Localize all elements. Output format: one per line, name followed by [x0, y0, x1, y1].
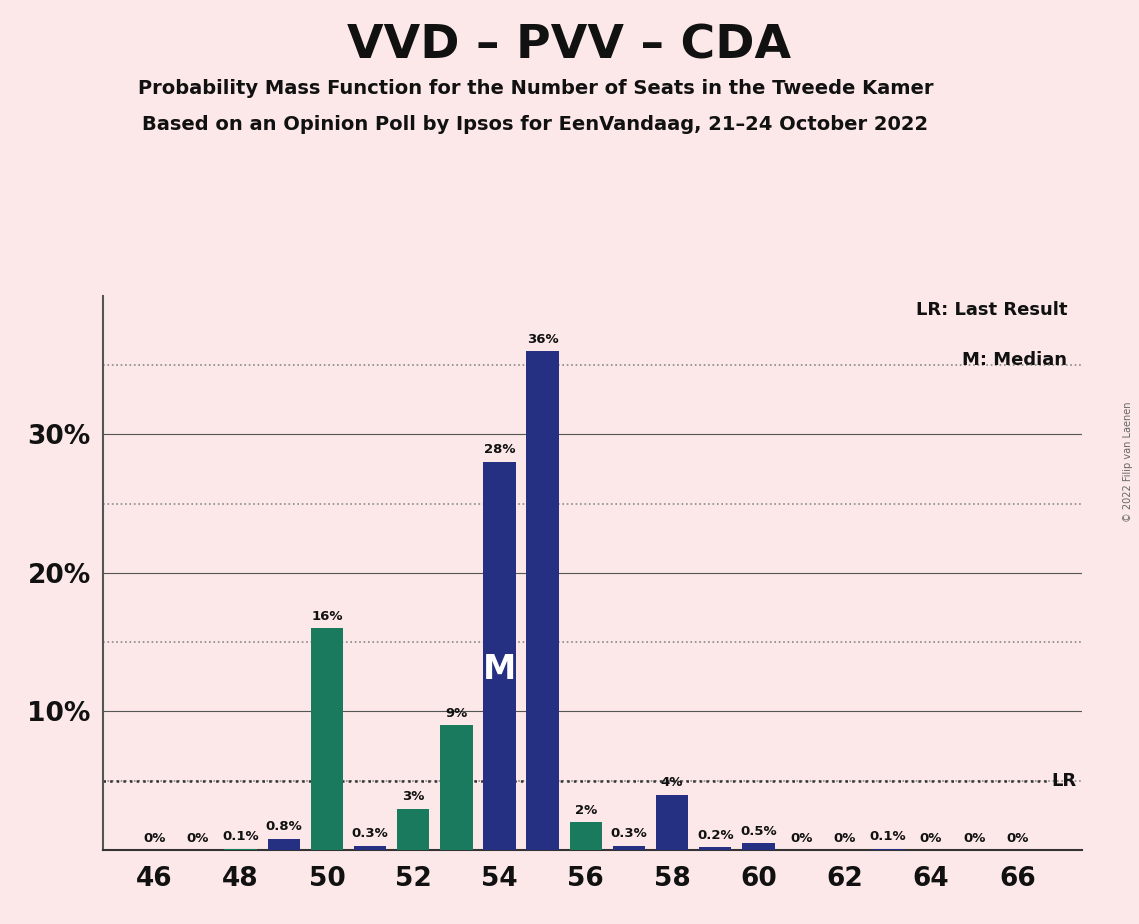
Text: 0.3%: 0.3%	[352, 827, 388, 841]
Text: Based on an Opinion Poll by Ipsos for EenVandaag, 21–24 October 2022: Based on an Opinion Poll by Ipsos for Ee…	[142, 116, 928, 135]
Text: 0%: 0%	[920, 832, 942, 845]
Text: 0%: 0%	[834, 832, 855, 845]
Text: 0.1%: 0.1%	[222, 830, 259, 843]
Text: 0%: 0%	[187, 832, 208, 845]
Bar	[743, 843, 775, 850]
Text: 28%: 28%	[484, 444, 515, 456]
Bar	[483, 462, 516, 850]
Bar	[656, 795, 688, 850]
Bar	[354, 846, 386, 850]
Bar	[311, 628, 343, 850]
Text: 0.3%: 0.3%	[611, 827, 647, 841]
Text: LR: LR	[1051, 772, 1077, 790]
Bar	[440, 725, 473, 850]
Text: 0%: 0%	[144, 832, 165, 845]
Text: 36%: 36%	[527, 333, 558, 346]
Bar	[871, 848, 904, 850]
Bar	[699, 847, 731, 850]
Text: 0%: 0%	[790, 832, 813, 845]
Bar	[526, 351, 559, 850]
Text: 0.2%: 0.2%	[697, 829, 734, 842]
Text: 4%: 4%	[661, 776, 683, 789]
Text: 3%: 3%	[402, 790, 425, 803]
Bar	[570, 822, 603, 850]
Text: 0%: 0%	[962, 832, 985, 845]
Text: VVD – PVV – CDA: VVD – PVV – CDA	[347, 23, 792, 68]
Text: 16%: 16%	[311, 610, 343, 623]
Bar	[613, 846, 645, 850]
Text: M: M	[483, 653, 516, 687]
Text: 0.8%: 0.8%	[265, 821, 302, 833]
Text: LR: Last Result: LR: Last Result	[916, 301, 1067, 319]
Text: M: Median: M: Median	[962, 351, 1067, 369]
Text: © 2022 Filip van Laenen: © 2022 Filip van Laenen	[1123, 402, 1133, 522]
Bar	[268, 839, 300, 850]
Text: 0.5%: 0.5%	[740, 824, 777, 837]
Text: 0.1%: 0.1%	[869, 830, 907, 843]
Text: 2%: 2%	[575, 804, 597, 817]
Text: Probability Mass Function for the Number of Seats in the Tweede Kamer: Probability Mass Function for the Number…	[138, 79, 933, 98]
Text: 9%: 9%	[445, 707, 467, 720]
Bar	[224, 848, 256, 850]
Bar	[398, 808, 429, 850]
Text: 0%: 0%	[1006, 832, 1029, 845]
